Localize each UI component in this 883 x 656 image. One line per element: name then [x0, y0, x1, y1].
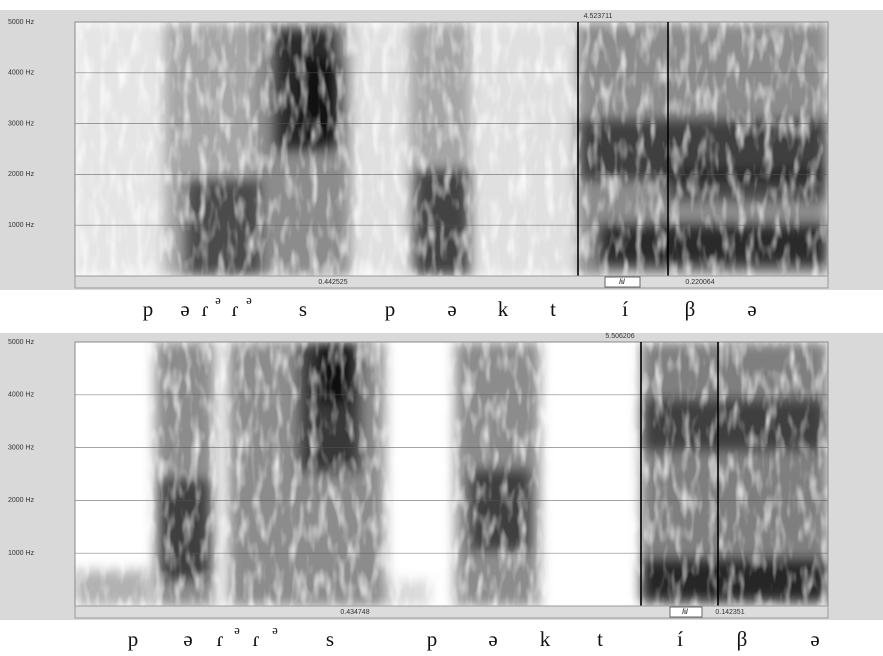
segment-bar	[74, 605, 829, 619]
y-tick-label: 2000 Hz	[8, 171, 35, 178]
phonetic-symbol: p	[128, 627, 139, 651]
segment-duration: 0.434748	[340, 609, 369, 616]
y-tick-label: 1000 Hz	[8, 222, 35, 229]
phonetic-symbol: ᵊ	[272, 621, 278, 645]
phonetic-symbol: ə	[447, 297, 456, 321]
phonetic-symbol: p	[385, 297, 396, 321]
texture	[75, 22, 828, 276]
selection-box	[604, 276, 641, 288]
phonetic-symbol: í	[677, 627, 683, 651]
phonetic-symbol: s	[326, 627, 334, 651]
segment-duration: /i/	[619, 279, 625, 286]
cursor-time: 4.523711	[584, 13, 613, 20]
cursor-time: 5.506206	[605, 333, 634, 340]
phonetic-symbol: ə	[180, 297, 189, 321]
phonetic-symbol: ᵊ	[234, 621, 240, 645]
phonetic-symbol: β	[685, 297, 696, 321]
y-tick-label: 4000 Hz	[8, 392, 35, 399]
segment-bar	[74, 275, 829, 289]
phonetic-symbol: ɾ	[217, 627, 224, 651]
phonetic-symbol: ɾ	[253, 627, 260, 651]
phonetic-symbol: ə	[810, 627, 819, 651]
y-tick-label: 3000 Hz	[8, 120, 35, 127]
selection-box	[669, 606, 703, 618]
segment-duration: 0.220064	[685, 279, 714, 286]
phonetic-symbol: ᵊ	[246, 291, 252, 315]
segment-duration: 0.442525	[318, 279, 347, 286]
spectrogram-panel: 5000 Hz 4000 Hz 3000 Hz 2000 Hz 1000 Hz 4.523…	[0, 10, 883, 321]
segment-duration: /i/	[682, 609, 688, 616]
phonetic-symbol: p	[427, 627, 438, 651]
texture	[75, 342, 828, 606]
phonetic-symbol: ə	[183, 627, 192, 651]
phonetic-symbol: k	[540, 627, 551, 651]
phonetic-symbol: ə	[747, 297, 756, 321]
phonetic-symbol: ᵊ	[215, 291, 221, 315]
y-tick-label: 4000 Hz	[8, 70, 35, 77]
phonetic-symbol: ɾ	[202, 297, 209, 321]
phonetic-symbol: s	[299, 297, 307, 321]
spectrogram	[75, 342, 828, 606]
y-tick-label: 3000 Hz	[8, 444, 35, 451]
phonetic-symbol: ɾ	[232, 297, 239, 321]
spectrogram	[75, 22, 828, 276]
phonetic-symbol: t	[597, 627, 603, 651]
segment-duration: 0.142351	[715, 609, 744, 616]
y-tick-label: 5000 Hz	[8, 19, 35, 26]
phonetic-symbol: β	[737, 627, 748, 651]
spectrogram-panel: 5000 Hz 4000 Hz 3000 Hz 2000 Hz 1000 Hz 5.506…	[0, 333, 883, 651]
phonetic-symbol: p	[143, 297, 154, 321]
phonetic-symbol: í	[622, 297, 628, 321]
phonetic-symbol: ə	[488, 627, 497, 651]
phonetic-symbol: k	[498, 297, 509, 321]
y-tick-label: 1000 Hz	[8, 550, 35, 557]
phonetic-symbol: t	[550, 297, 556, 321]
y-tick-label: 5000 Hz	[8, 339, 35, 346]
y-tick-label: 2000 Hz	[8, 497, 35, 504]
